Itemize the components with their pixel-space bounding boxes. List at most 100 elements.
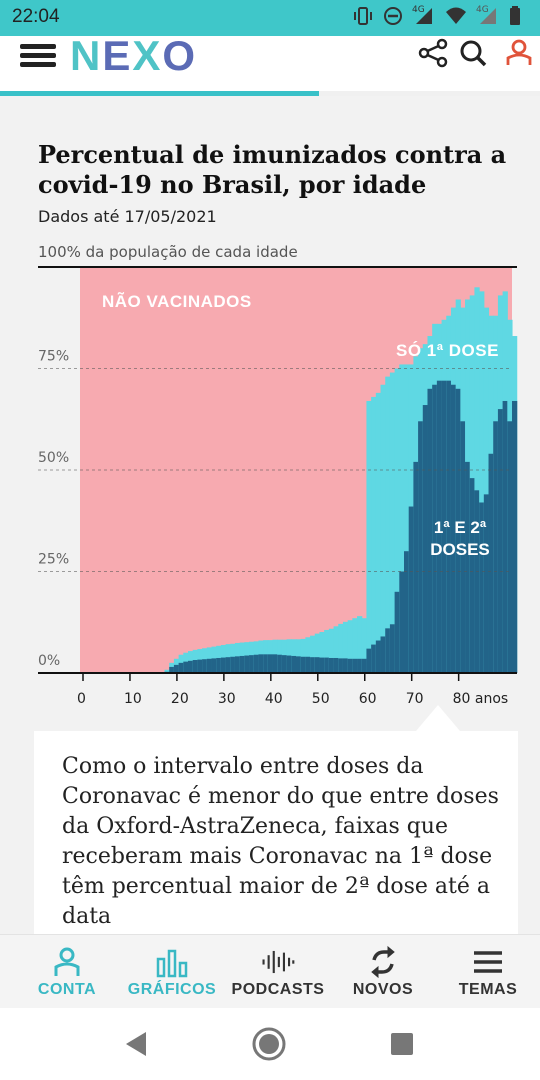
both-doses-bar bbox=[375, 640, 382, 673]
first-dose-bar bbox=[333, 626, 339, 673]
both-doses-bar bbox=[328, 657, 335, 673]
both-doses-bar bbox=[197, 659, 203, 673]
first-dose-bar bbox=[385, 376, 391, 673]
status-bar: 22:04 4G 4G bbox=[0, 0, 540, 36]
first-dose-bar bbox=[474, 287, 480, 673]
both-doses-bar bbox=[418, 421, 424, 673]
first-dose-bar bbox=[371, 396, 377, 673]
first-dose-bar bbox=[324, 629, 330, 673]
nav-label: CONTA bbox=[37, 981, 97, 998]
first-dose-bar bbox=[352, 618, 358, 673]
first-dose-bar bbox=[479, 291, 485, 673]
both-doses-bar bbox=[324, 657, 330, 673]
both-doses-bar bbox=[408, 506, 414, 673]
first-dose-bar bbox=[483, 307, 490, 673]
first-dose-bar bbox=[310, 635, 316, 673]
both-doses-bar bbox=[291, 655, 297, 673]
both-doses-bar bbox=[474, 490, 480, 673]
recents-icon[interactable] bbox=[384, 1026, 420, 1062]
reading-progress-bar bbox=[0, 91, 540, 96]
search-icon[interactable] bbox=[458, 38, 488, 68]
nav-temas[interactable]: TEMAS bbox=[440, 935, 536, 1009]
status-time: 22:04 bbox=[12, 6, 60, 27]
both-doses-bar bbox=[399, 571, 405, 673]
both-doses-bar bbox=[188, 660, 194, 673]
both-doses-bar bbox=[277, 654, 283, 673]
both-doses-bar bbox=[333, 657, 339, 673]
signal-icon: 4G bbox=[412, 5, 436, 27]
first-dose-bar bbox=[342, 621, 349, 673]
both-doses-bar bbox=[225, 657, 231, 673]
both-doses-bar bbox=[305, 656, 311, 673]
share-icon[interactable] bbox=[418, 38, 448, 68]
both-doses-bar bbox=[192, 660, 198, 673]
home-icon[interactable] bbox=[251, 1026, 287, 1062]
label-first-dose: SÓ 1ª DOSE bbox=[396, 341, 499, 360]
both-doses-bar bbox=[319, 657, 325, 673]
x-tick-label: 80 anos bbox=[453, 691, 509, 707]
both-doses-bar bbox=[507, 421, 513, 673]
first-dose-bar bbox=[347, 620, 353, 673]
bar-chart-icon bbox=[156, 949, 188, 978]
both-doses-bar bbox=[371, 644, 377, 673]
both-doses-bar bbox=[267, 654, 274, 673]
both-doses-bar bbox=[173, 664, 180, 673]
nexo-logo[interactable]: NEXO bbox=[70, 32, 197, 80]
vibrate-icon bbox=[354, 7, 372, 25]
nav-novos[interactable]: NOVOS bbox=[336, 935, 430, 1009]
refresh-icon bbox=[371, 945, 395, 979]
status-icons: 4G 4G bbox=[352, 5, 522, 27]
wifi-icon bbox=[446, 7, 466, 24]
both-doses-bar bbox=[286, 655, 292, 673]
nav-graficos[interactable]: GRÁFICOS bbox=[124, 935, 220, 1009]
list-icon bbox=[474, 951, 502, 973]
label-both-doses-2: DOSES bbox=[430, 540, 490, 559]
y-tick-label: 25% bbox=[38, 552, 69, 568]
bottom-navigation: CONTA GRÁFICOS PODCASTS NOVOS bbox=[0, 934, 540, 1008]
nav-conta[interactable]: CONTA bbox=[22, 935, 112, 1009]
both-doses-bar bbox=[230, 656, 236, 673]
both-doses-bar bbox=[281, 655, 288, 673]
both-doses-bar bbox=[450, 384, 457, 673]
first-dose-bar bbox=[328, 628, 335, 673]
both-doses-bar bbox=[446, 380, 452, 673]
both-doses-bar bbox=[216, 657, 222, 673]
x-tick-label: 60 bbox=[359, 691, 377, 707]
x-tick-label: 50 bbox=[312, 691, 330, 707]
both-doses-bar bbox=[432, 384, 438, 673]
both-doses-bar bbox=[479, 502, 485, 673]
first-dose-bar bbox=[389, 372, 396, 673]
both-doses-bar bbox=[338, 658, 344, 673]
menu-icon[interactable] bbox=[20, 42, 60, 68]
both-doses-bar bbox=[352, 658, 358, 673]
person-icon bbox=[54, 947, 80, 976]
both-doses-bar bbox=[310, 657, 316, 673]
both-doses-bar bbox=[385, 628, 391, 673]
both-doses-bar bbox=[183, 661, 189, 673]
y-tick-label: 0% bbox=[38, 653, 60, 669]
both-doses-bar bbox=[249, 655, 255, 673]
both-doses-bar bbox=[394, 591, 400, 673]
both-doses-bar bbox=[169, 666, 175, 673]
back-icon[interactable] bbox=[118, 1026, 154, 1062]
x-tick-label: 70 bbox=[406, 691, 424, 707]
first-dose-bar bbox=[394, 368, 400, 673]
caption-pointer bbox=[416, 705, 460, 731]
both-doses-bar bbox=[314, 657, 321, 673]
first-dose-bar bbox=[164, 669, 170, 673]
both-doses-bar bbox=[483, 494, 490, 673]
app-header: NEXO bbox=[0, 32, 540, 92]
x-tick-label: 10 bbox=[124, 691, 142, 707]
reading-progress-fill bbox=[0, 91, 319, 96]
both-doses-bar bbox=[413, 461, 419, 673]
both-doses-bar bbox=[427, 388, 433, 673]
nav-podcasts[interactable]: PODCASTS bbox=[226, 935, 330, 1009]
both-doses-bar bbox=[258, 654, 264, 673]
signal-icon-2: 4G bbox=[476, 5, 500, 27]
both-doses-bar bbox=[239, 655, 245, 673]
both-doses-bar bbox=[220, 657, 227, 673]
both-doses-bar bbox=[347, 658, 353, 673]
user-icon[interactable] bbox=[504, 38, 534, 68]
system-navigation bbox=[0, 1008, 540, 1080]
both-doses-bar bbox=[211, 658, 217, 673]
